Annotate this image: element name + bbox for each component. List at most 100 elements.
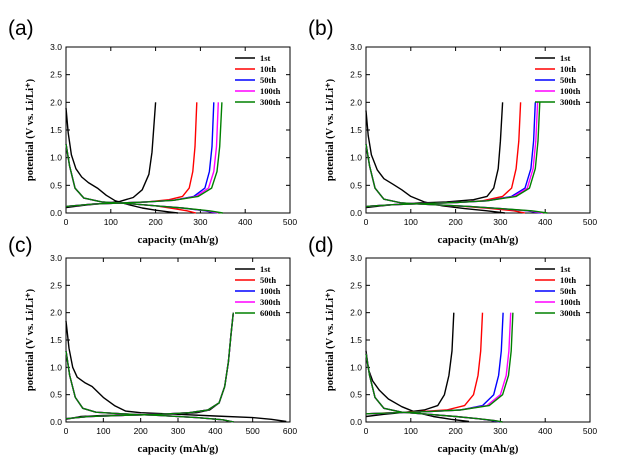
y-tick-label: 0.0 (50, 208, 62, 218)
y-axis-label: potential (V vs. Li/Li⁺) (325, 78, 336, 181)
plot-frame (65, 46, 291, 214)
y-tick-label: 2.5 (350, 280, 362, 290)
series-line-charge (65, 102, 223, 208)
series-line-discharge (65, 107, 179, 214)
legend-label: 1st (560, 53, 571, 63)
x-tick-label: 500 (583, 217, 597, 227)
y-axis-label: potential (V vs. Li/Li⁺) (25, 78, 36, 181)
y-tick-label: 2.0 (350, 308, 362, 318)
y-tick-label: 1.0 (350, 362, 362, 372)
legend-label: 50th (560, 286, 576, 296)
x-tick-label: 300 (493, 217, 507, 227)
legend-label: 50th (560, 75, 576, 85)
y-tick-label: 1.5 (350, 335, 362, 345)
x-tick-label: 200 (149, 217, 163, 227)
plot-frame (365, 257, 591, 423)
y-tick-label: 0.0 (50, 417, 62, 427)
x-tick-label: 100 (404, 426, 418, 436)
series-line-discharge (65, 320, 287, 423)
legend-label: 1st (260, 264, 271, 274)
x-tick-label: 100 (104, 217, 118, 227)
series-line-charge (65, 102, 215, 208)
y-tick-label: 3.0 (350, 42, 362, 52)
y-tick-label: 1.5 (50, 125, 62, 135)
legend-label: 600th (260, 308, 281, 318)
y-axis-label: potential (V vs. Li/Li⁺) (25, 288, 36, 391)
x-tick-label: 500 (283, 217, 297, 227)
panel-label: (d) (308, 234, 334, 257)
series-line-charge (65, 312, 234, 420)
series-line-charge (65, 102, 157, 209)
y-tick-label: 0.0 (350, 208, 362, 218)
series-line-charge (365, 102, 539, 208)
y-tick-label: 2.0 (50, 97, 62, 107)
legend-label: 300th (260, 97, 281, 107)
x-axis-label: capacity (mAh/g) (438, 234, 519, 246)
legend-label: 300th (560, 97, 581, 107)
x-tick-label: 400 (208, 426, 222, 436)
y-tick-label: 0.0 (350, 417, 362, 427)
x-tick-label: 300 (493, 426, 507, 436)
series-line-charge (65, 102, 198, 208)
x-tick-label: 100 (404, 217, 418, 227)
x-tick-label: 400 (538, 217, 552, 227)
series-line-discharge (365, 353, 503, 423)
series-line-charge (65, 102, 219, 208)
series-line-charge (365, 102, 541, 208)
series-line-discharge (65, 350, 235, 423)
y-tick-label: 2.5 (350, 70, 362, 80)
x-tick-label: 0 (64, 426, 69, 436)
legend-label: 300th (260, 297, 281, 307)
chart-panel-b: (b) 0 100 200 300 400 500 0.0 0.5 1.0 1.5 2.0 2.5 3.0… (308, 17, 597, 246)
legend-label: 10th (560, 275, 576, 285)
series-line-charge (65, 312, 234, 420)
x-axis-label: capacity (mAh/g) (438, 443, 519, 455)
legend-label: 1st (260, 53, 271, 63)
y-tick-label: 1.0 (50, 362, 62, 372)
x-tick-label: 200 (449, 217, 463, 227)
legend-label: 100th (560, 86, 581, 96)
x-axis-label: capacity (mAh/g) (138, 234, 219, 246)
series-line-charge (365, 312, 504, 415)
chart-panel-c: (c) 0 100 200 300 400 500 600 0.0 0.5 1.0 1.5 2.0 2.5… (8, 234, 297, 455)
y-tick-label: 1.5 (350, 125, 362, 135)
legend-label: 100th (560, 297, 581, 307)
y-tick-label: 0.5 (350, 390, 362, 400)
series-line-charge (365, 312, 484, 415)
y-tick-label: 1.5 (50, 335, 62, 345)
legend-label: 10th (560, 64, 576, 74)
y-tick-label: 2.0 (350, 97, 362, 107)
y-tick-label: 3.0 (50, 253, 62, 263)
legend-label: 1st (560, 264, 571, 274)
series-line-charge (365, 102, 536, 208)
series-line-charge (365, 102, 504, 209)
legend-label: 100th (260, 286, 281, 296)
x-tick-label: 0 (64, 217, 69, 227)
series-line-charge (365, 312, 514, 415)
legend-label: 100th (260, 86, 281, 96)
y-tick-label: 2.0 (50, 308, 62, 318)
x-tick-label: 400 (538, 426, 552, 436)
y-tick-label: 0.5 (50, 180, 62, 190)
x-tick-label: 500 (583, 426, 597, 436)
y-tick-label: 2.5 (50, 280, 62, 290)
x-tick-label: 100 (96, 426, 110, 436)
y-tick-label: 3.0 (350, 253, 362, 263)
y-tick-label: 0.5 (350, 180, 362, 190)
x-tick-label: 500 (246, 426, 260, 436)
x-tick-label: 600 (283, 426, 297, 436)
series-line-discharge (365, 110, 505, 214)
y-tick-label: 1.0 (350, 153, 362, 163)
legend-label: 50th (260, 275, 276, 285)
panel-label: (c) (8, 234, 33, 257)
plot-frame (65, 257, 291, 423)
x-tick-label: 200 (449, 426, 463, 436)
x-tick-label: 400 (238, 217, 252, 227)
chart-panel-d: (d) 0 100 200 300 400 500 0.0 0.5 1.0 1.5 2.0 2.5 3.0… (308, 234, 597, 455)
x-axis-label: capacity (mAh/g) (138, 443, 219, 455)
x-tick-label: 300 (193, 217, 207, 227)
series-line-charge (65, 312, 234, 420)
series-line-charge (65, 312, 234, 420)
y-tick-label: 1.0 (50, 153, 62, 163)
